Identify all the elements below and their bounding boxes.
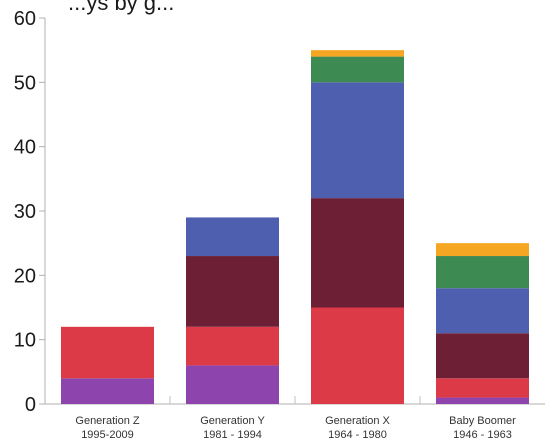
bar-segment bbox=[436, 288, 529, 334]
bar-segment bbox=[186, 256, 279, 327]
bar-segment bbox=[61, 326, 154, 379]
x-category-label: Generation Y bbox=[200, 415, 265, 427]
bar-segment bbox=[311, 50, 404, 57]
y-tick-label: 20 bbox=[14, 265, 36, 287]
bar-segment bbox=[436, 243, 529, 257]
x-category-label: Baby Boomer bbox=[449, 415, 516, 427]
bar-segment bbox=[186, 326, 279, 366]
y-axis: 0 10 20 30 40 50 60 bbox=[14, 8, 46, 416]
bar-segment bbox=[61, 378, 154, 404]
bar-segment bbox=[311, 56, 404, 83]
y-tick-label: 30 bbox=[14, 201, 36, 223]
bar-segment bbox=[186, 217, 279, 257]
category-labels: Generation Z 1995-2009 Generation Y 1981 - … bbox=[75, 415, 516, 441]
bar-segment bbox=[311, 307, 404, 404]
bar-segment bbox=[186, 365, 279, 404]
y-tick-label: 50 bbox=[14, 72, 36, 94]
bar-segment bbox=[436, 378, 529, 398]
x-category-label: Generation Z bbox=[75, 415, 139, 427]
bar-segment bbox=[436, 397, 529, 404]
bar-segment bbox=[311, 82, 404, 199]
y-tick-label: 0 bbox=[25, 394, 36, 416]
x-category-label: 1964 - 1980 bbox=[328, 429, 387, 441]
bars bbox=[61, 50, 529, 404]
bar-segment bbox=[436, 333, 529, 379]
x-category-label: 1995-2009 bbox=[81, 429, 134, 441]
chart-title: ...ys by g... bbox=[68, 0, 174, 15]
x-category-label: Generation X bbox=[325, 415, 390, 427]
y-tick-label: 10 bbox=[14, 330, 36, 352]
y-tick-label: 40 bbox=[14, 137, 36, 159]
bar-segment bbox=[436, 256, 529, 289]
bar-segment bbox=[311, 198, 404, 308]
x-category-label: 1946 - 1963 bbox=[453, 429, 512, 441]
y-tick-label: 60 bbox=[14, 8, 36, 30]
x-category-label: 1981 - 1994 bbox=[203, 429, 262, 441]
